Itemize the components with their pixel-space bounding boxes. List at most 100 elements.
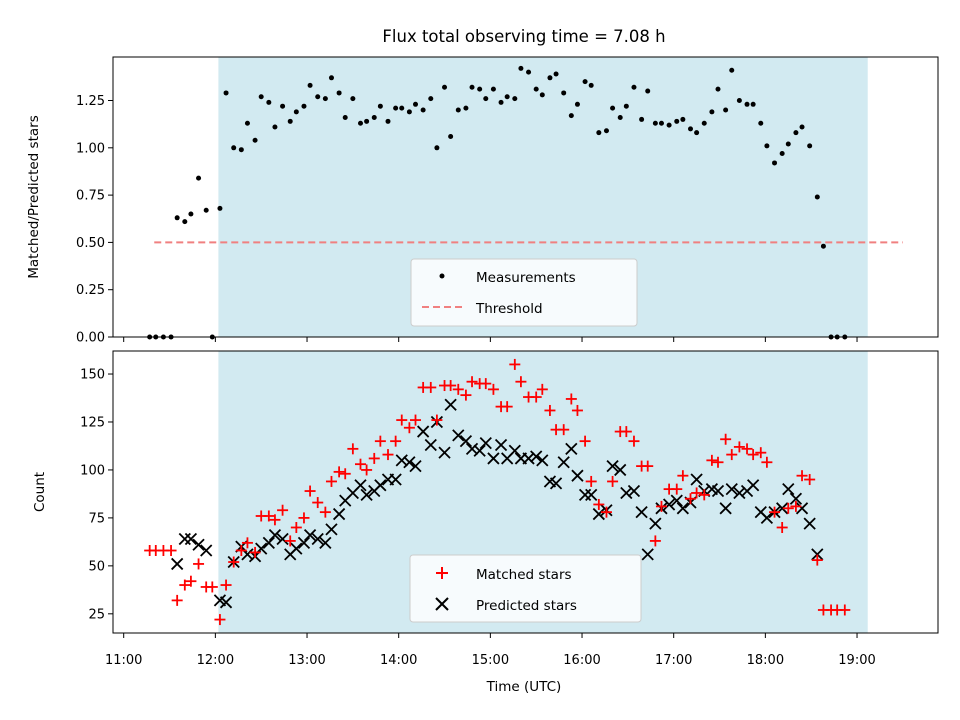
matched-star-point	[620, 426, 632, 438]
matched-star-point	[741, 443, 753, 455]
predicted-star-point	[268, 529, 282, 542]
legend-matched-marker	[436, 567, 448, 579]
predicted-star-point	[557, 456, 570, 469]
predicted-star-point	[585, 488, 598, 502]
measurement-point	[477, 86, 483, 92]
predicted-star-point	[795, 502, 809, 515]
matched-star-point	[579, 435, 591, 447]
top-y-ticks: 0.00 0.25 0.50 0.75 1.00 1.25	[76, 94, 113, 346]
measurement-point	[258, 94, 264, 100]
predicted-star-point	[479, 436, 492, 450]
matched-star-point	[698, 489, 710, 501]
predicted-star-point	[424, 438, 437, 452]
predicted-star-point	[649, 517, 662, 530]
measurement-point	[723, 107, 729, 113]
measurement-point	[498, 99, 504, 105]
measurements-series	[147, 65, 848, 340]
predicted-star-point	[319, 536, 332, 549]
predicted-star-point	[747, 479, 760, 492]
top-legend-box	[410, 258, 638, 327]
measurement-point	[463, 105, 469, 111]
matched-star-point	[628, 435, 640, 447]
predicted-star-point	[670, 494, 683, 507]
matched-star-point	[782, 502, 794, 514]
measurement-point	[518, 65, 524, 71]
measurement-point	[750, 101, 756, 107]
measurement-point	[174, 215, 180, 221]
measurement-point	[393, 105, 399, 111]
x-tick-label: 11:00	[105, 653, 142, 668]
matched-star-point	[333, 466, 345, 478]
matched-star-point	[691, 487, 703, 499]
predicted-star-point	[508, 444, 521, 457]
measurement-point	[252, 137, 258, 143]
measurement-point	[371, 115, 377, 121]
measurement-point	[568, 113, 574, 119]
predicted-star-point	[662, 498, 676, 511]
measurement-point	[434, 145, 440, 151]
legend-measurements-marker	[439, 273, 445, 279]
matched-star-point	[796, 470, 808, 482]
measurement-point	[322, 96, 328, 102]
measurement-point	[442, 84, 448, 90]
matched-star-point	[425, 381, 437, 393]
figure-title: Flux total observing time = 7.08 h	[382, 27, 665, 46]
predicted-star-point	[219, 596, 233, 609]
predicted-star-point	[389, 473, 402, 486]
measurement-point	[561, 90, 567, 96]
matched-star-point	[600, 506, 612, 518]
bottom-legend: Matched stars Predicted stars	[409, 554, 642, 623]
measurement-point	[666, 122, 672, 128]
measurement-point	[623, 103, 629, 109]
predicted-star-point	[473, 444, 486, 457]
predicted-star-point	[354, 479, 367, 492]
predicted-star-point	[522, 452, 535, 465]
measurement-point	[428, 96, 434, 102]
measurement-point	[406, 109, 412, 115]
matched-star-point	[193, 558, 205, 570]
predicted-star-point	[184, 532, 198, 546]
measurement-point	[772, 160, 778, 166]
matched-star-point	[487, 383, 499, 395]
matched-star-point	[712, 456, 724, 468]
matched-star-point	[790, 500, 802, 512]
x-tick-label: 17:00	[655, 653, 692, 668]
matched-star-point	[642, 460, 654, 472]
measurement-point	[582, 79, 588, 85]
measurement-point	[342, 115, 348, 121]
measurement-point	[266, 99, 272, 105]
y-tick-label: 0.00	[76, 331, 105, 346]
measurement-point	[793, 130, 799, 136]
measurement-point	[533, 86, 539, 92]
matched-star-point	[536, 383, 548, 395]
measurement-point	[785, 141, 791, 147]
matched-star-point	[685, 493, 696, 505]
matched-star-point	[452, 383, 464, 395]
matched-star-point	[241, 537, 253, 549]
bottom-y-ticks: 25 50 75 100 125 150	[80, 368, 113, 622]
measurement-point	[196, 175, 202, 181]
measurement-point	[217, 205, 223, 211]
x-tick-label: 13:00	[288, 653, 325, 668]
predicted-star-point	[192, 538, 205, 551]
matched-star-point	[445, 380, 457, 392]
predicted-star-point	[332, 507, 346, 521]
measurement-point	[182, 219, 188, 225]
x-tick-label: 14:00	[380, 653, 417, 668]
measurement-point	[539, 92, 545, 98]
legend-predicted-marker	[435, 597, 449, 611]
matched-star-point	[544, 404, 556, 416]
measurement-point	[617, 115, 623, 121]
measurement-point	[399, 105, 405, 111]
predicted-star-point	[536, 454, 549, 467]
y-tick-label: 1.25	[76, 94, 105, 109]
matched-star-point	[185, 575, 197, 587]
predicted-star-point	[606, 459, 619, 473]
measurement-point	[744, 101, 750, 107]
measurement-point	[680, 116, 686, 122]
matched-star-point	[501, 401, 513, 413]
predicted-star-point	[782, 482, 795, 496]
matched-star-point	[284, 535, 296, 547]
legend-measurements-label: Measurements	[476, 270, 576, 286]
matched-star-point	[671, 483, 683, 495]
